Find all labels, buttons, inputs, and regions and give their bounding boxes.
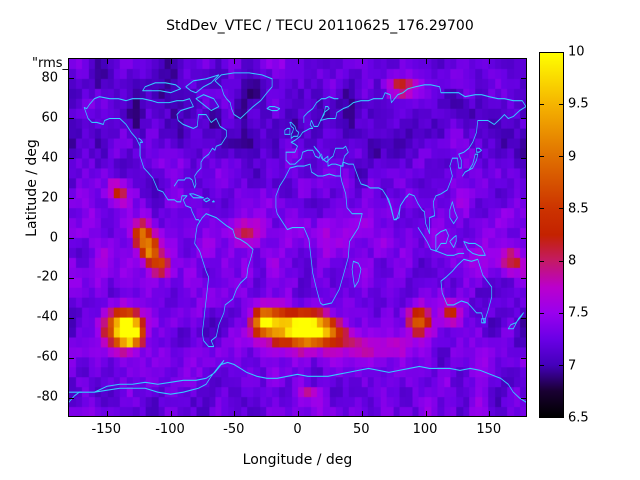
page-title: StdDev_VTEC / TECU 20110625_176.29700: [166, 18, 474, 34]
colorbar: [539, 52, 564, 418]
y-tick-label: 20: [41, 190, 58, 206]
x-tick-mark: [170, 59, 172, 64]
x-tick-label: -50: [223, 422, 245, 437]
x-tick-mark: [106, 59, 108, 64]
x-tick-mark: [425, 59, 427, 64]
colorbar-tick-label: 10: [568, 44, 585, 60]
y-tick-mark: [521, 158, 526, 160]
key-label-text: "rms_: [32, 56, 70, 71]
x-tick-mark: [298, 59, 299, 64]
vtec-heatmap: [69, 59, 526, 416]
x-axis-tick-labels: -150 -100 -50 0 50 100 150: [68, 420, 527, 442]
x-tick-label: -100: [155, 422, 185, 437]
colorbar-tick-label: 6.5: [568, 410, 589, 426]
colorbar-tick-label: 7: [568, 358, 577, 374]
colorbar-tick-label: 9: [568, 149, 577, 165]
x-axis-title: Longitude / deg: [242, 452, 353, 468]
y-tick-mark: [69, 277, 74, 279]
y-tick-label: -20: [36, 269, 58, 285]
y-tick-mark: [521, 277, 526, 279]
y-tick-mark: [521, 317, 526, 319]
x-tick-label: 50: [352, 422, 370, 437]
y-tick-label: -80: [36, 389, 58, 405]
y-tick-label: 80: [41, 70, 58, 86]
x-tick-label: 150: [476, 422, 502, 437]
y-axis-title: Latitude / deg: [24, 139, 40, 237]
x-tick-mark: [298, 411, 299, 416]
colorbar-tick-labels: 10 9.5 9 8.5 8 7.5 7 6.5: [568, 45, 628, 426]
y-tick-label: -60: [36, 349, 58, 365]
x-tick-mark: [170, 411, 172, 416]
y-tick-label: -40: [36, 309, 58, 325]
x-tick-mark: [234, 411, 236, 416]
y-tick-mark: [521, 397, 526, 399]
y-tick-mark: [69, 317, 74, 319]
colorbar-gradient: [540, 53, 563, 417]
map-plot-area[interactable]: [68, 58, 527, 417]
y-tick-mark: [69, 118, 74, 120]
colorbar-tick-label: 8: [568, 253, 577, 269]
x-tick-mark: [106, 411, 108, 416]
x-tick-mark: [234, 59, 236, 64]
x-tick-mark: [361, 59, 363, 64]
x-tick-mark: [361, 411, 363, 416]
x-tick-label: 100: [412, 422, 438, 437]
colorbar-tick-label: 8.5: [568, 201, 589, 217]
y-tick-mark: [521, 198, 526, 200]
y-tick-mark: [69, 158, 74, 160]
y-tick-label: 40: [41, 150, 58, 166]
y-tick-mark: [521, 357, 526, 359]
colorbar-tick-label: 9.5: [568, 96, 589, 112]
y-tick-label: 0: [49, 230, 58, 245]
x-tick-mark: [489, 411, 491, 416]
y-tick-mark: [69, 357, 74, 359]
x-tick-label: -150: [91, 422, 122, 437]
x-tick-mark: [425, 411, 427, 416]
y-tick-label: 60: [41, 110, 58, 126]
y-tick-mark: [521, 238, 526, 239]
y-axis-tick-labels: 80 60 40 20 0 -20 -40 -60 -80: [0, 58, 64, 417]
y-tick-mark: [521, 118, 526, 120]
colorbar-tick-label: 7.5: [568, 305, 589, 321]
x-tick-mark: [489, 59, 491, 64]
y-tick-mark: [69, 78, 74, 80]
y-tick-mark: [69, 397, 74, 399]
y-tick-mark: [521, 78, 526, 80]
y-tick-mark: [69, 238, 74, 239]
x-tick-label: 0: [293, 422, 302, 437]
y-tick-mark: [69, 198, 74, 200]
